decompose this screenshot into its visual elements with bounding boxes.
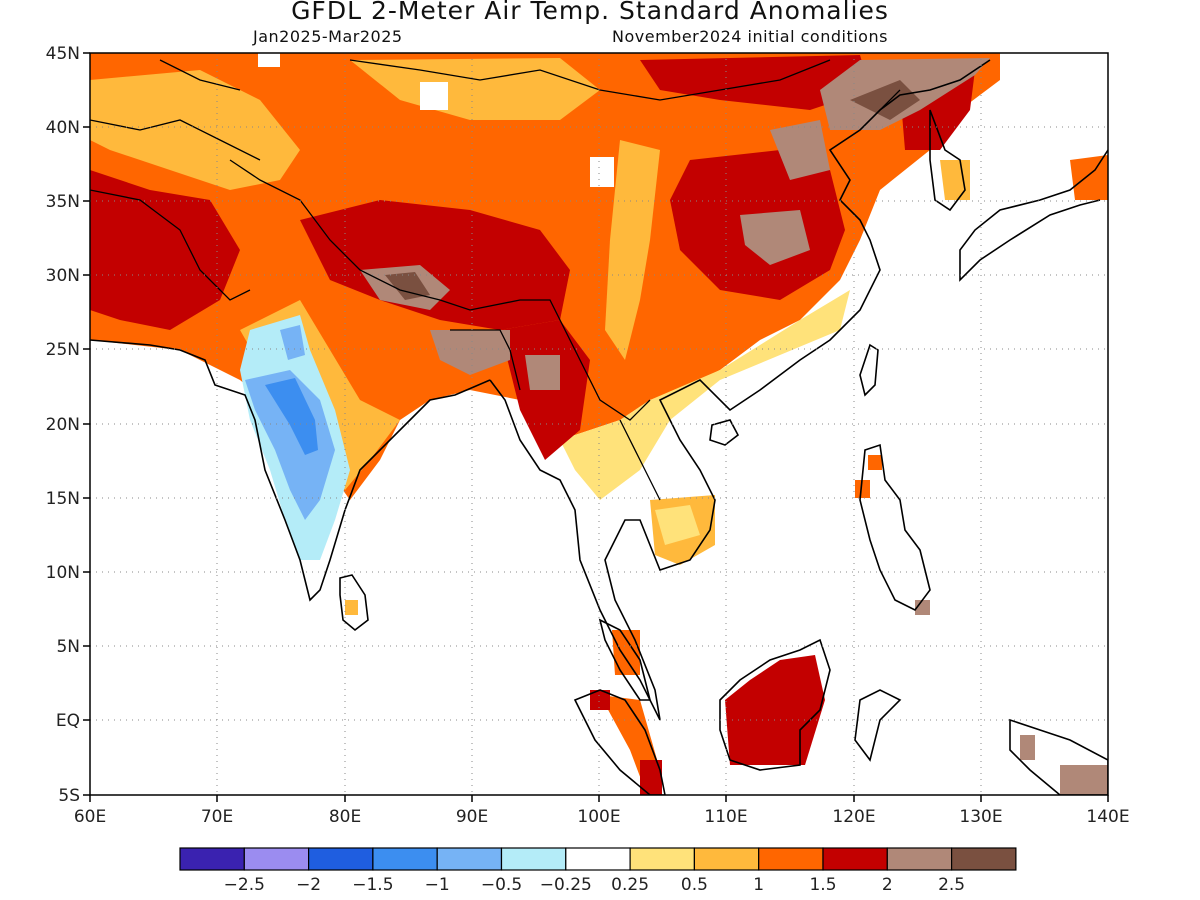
coastlines bbox=[90, 59, 1108, 795]
x-tick-labels: 60E 70E 80E 90E 100E 110E 120E 130E 140E bbox=[74, 807, 1130, 827]
colorbar-swatch bbox=[436, 847, 503, 871]
y-tick-label: 20N bbox=[46, 415, 80, 435]
colorbar-swatch bbox=[693, 847, 760, 871]
colorbar-swatch bbox=[629, 847, 695, 871]
y-tick-label: 30N bbox=[46, 266, 80, 286]
x-tick-label: 110E bbox=[704, 807, 747, 827]
colorbar-label: 1 bbox=[753, 875, 764, 895]
colorbar bbox=[179, 847, 1017, 871]
y-tick-label: 10N bbox=[46, 563, 80, 583]
x-tick-label: 80E bbox=[329, 807, 361, 827]
colorbar-label: 2 bbox=[882, 875, 893, 895]
colorbar-label: −1 bbox=[425, 875, 450, 895]
colorbar-swatch bbox=[500, 847, 567, 871]
y-tick-label: 5S bbox=[58, 786, 80, 806]
colorbar-swatch bbox=[886, 847, 953, 871]
colorbar-swatch bbox=[565, 847, 631, 871]
y-tick-label: 45N bbox=[46, 44, 80, 64]
x-tick-label: 120E bbox=[832, 807, 875, 827]
colorbar-label: −2.5 bbox=[224, 875, 265, 895]
y-tick-label: 25N bbox=[46, 340, 80, 360]
valid-period: Jan2025-Mar2025 bbox=[253, 27, 403, 46]
coastline-sulawesi bbox=[854, 689, 902, 762]
border-lines bbox=[90, 59, 901, 501]
colorbar-labels: −2.5 −2 −1.5 −1 −0.5 −0.25 0.25 0.5 1 1.5 2 2.5 bbox=[224, 875, 965, 895]
colorbar-label: −2 bbox=[296, 875, 321, 895]
colorbar-label: 0.5 bbox=[681, 875, 708, 895]
coastline-india bbox=[90, 339, 491, 602]
colorbar-swatch bbox=[758, 847, 824, 871]
y-tick-labels: 45N 40N 35N 30N 25N 20N 15N 10N 5N EQ 5S bbox=[46, 44, 80, 806]
anomaly-region-dark-red bbox=[90, 170, 240, 330]
colorbar-label: −1.5 bbox=[352, 875, 393, 895]
colorbar-swatch bbox=[372, 847, 438, 871]
map-title: GFDL 2-Meter Air Temp. Standard Anomalie… bbox=[291, 0, 889, 25]
colorbar-label: −0.25 bbox=[540, 875, 592, 895]
tick-marks bbox=[83, 52, 1109, 802]
anomaly-region-light-orange bbox=[90, 70, 300, 190]
colorbar-label: 1.5 bbox=[809, 875, 836, 895]
coastline-myanmar-thailand bbox=[489, 379, 661, 721]
y-tick-label: 40N bbox=[46, 118, 80, 138]
coastline-borneo bbox=[719, 638, 831, 771]
colorbar-label: 2.5 bbox=[938, 875, 965, 895]
coastline-philippines bbox=[859, 443, 931, 612]
y-tick-label: 5N bbox=[56, 637, 80, 657]
y-tick-label: 35N bbox=[46, 192, 80, 212]
colorbar-swatch bbox=[308, 847, 374, 871]
initial-conditions: November2024 initial conditions bbox=[612, 27, 888, 46]
colorbar-label: 0.25 bbox=[611, 875, 649, 895]
coastline-hainan bbox=[709, 419, 740, 446]
grid-lines bbox=[90, 53, 1108, 795]
x-tick-label: 60E bbox=[74, 807, 106, 827]
x-tick-label: 140E bbox=[1086, 807, 1129, 827]
colorbar-label: −0.5 bbox=[481, 875, 522, 895]
coastline-sumatra bbox=[573, 689, 666, 795]
x-tick-label: 100E bbox=[577, 807, 620, 827]
coastline-srilanka bbox=[339, 574, 369, 632]
coastline-newguinea bbox=[1009, 718, 1108, 795]
x-tick-label: 70E bbox=[201, 807, 233, 827]
coastline-japan bbox=[959, 149, 1108, 282]
coastline-malay bbox=[598, 618, 652, 701]
y-tick-label: EQ bbox=[56, 711, 80, 731]
coastline-indochina bbox=[604, 59, 991, 721]
anomaly-region-yellow bbox=[560, 290, 850, 500]
colorbar-swatch bbox=[179, 847, 245, 871]
coastline-taiwan bbox=[859, 343, 879, 397]
colorbar-swatch bbox=[822, 847, 888, 871]
x-tick-label: 90E bbox=[456, 807, 488, 827]
coastline-korea bbox=[929, 109, 966, 212]
colorbar-swatch bbox=[243, 847, 310, 871]
colorbar-swatch bbox=[950, 847, 1017, 871]
x-tick-label: 130E bbox=[959, 807, 1002, 827]
y-tick-label: 15N bbox=[46, 489, 80, 509]
